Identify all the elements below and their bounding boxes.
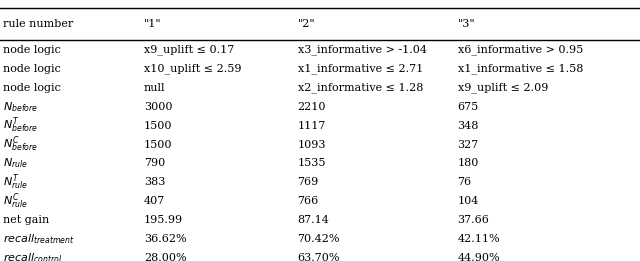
Text: 36.62%: 36.62% — [144, 234, 187, 244]
Text: node logic: node logic — [3, 64, 61, 74]
Text: 1117: 1117 — [298, 121, 326, 130]
Text: 3000: 3000 — [144, 102, 173, 112]
Text: 70.42%: 70.42% — [298, 234, 340, 244]
Text: 1500: 1500 — [144, 121, 173, 130]
Text: $N^T_{before}$: $N^T_{before}$ — [3, 116, 38, 135]
Text: 180: 180 — [458, 158, 479, 168]
Text: "3": "3" — [458, 19, 476, 29]
Text: x1_informative ≤ 1.58: x1_informative ≤ 1.58 — [458, 63, 583, 74]
Text: 1535: 1535 — [298, 158, 326, 168]
Text: 87.14: 87.14 — [298, 215, 330, 225]
Text: 327: 327 — [458, 140, 479, 150]
Text: x9_uplift ≤ 2.09: x9_uplift ≤ 2.09 — [458, 82, 548, 93]
Text: $N_{rule}$: $N_{rule}$ — [3, 157, 28, 170]
Text: $N^C_{rule}$: $N^C_{rule}$ — [3, 192, 28, 211]
Text: x9_uplift ≤ 0.17: x9_uplift ≤ 0.17 — [144, 45, 234, 55]
Text: x3_informative > -1.04: x3_informative > -1.04 — [298, 45, 427, 55]
Text: "1": "1" — [144, 19, 162, 29]
Text: x10_uplift ≤ 2.59: x10_uplift ≤ 2.59 — [144, 63, 241, 74]
Text: 348: 348 — [458, 121, 479, 130]
Text: 769: 769 — [298, 177, 319, 187]
Text: x1_informative ≤ 2.71: x1_informative ≤ 2.71 — [298, 63, 423, 74]
Text: $recall_{control}$: $recall_{control}$ — [3, 251, 63, 261]
Text: 63.70%: 63.70% — [298, 253, 340, 261]
Text: $N_{before}$: $N_{before}$ — [3, 100, 38, 114]
Text: $recall_{treatment}$: $recall_{treatment}$ — [3, 232, 75, 246]
Text: 1500: 1500 — [144, 140, 173, 150]
Text: 383: 383 — [144, 177, 165, 187]
Text: 790: 790 — [144, 158, 165, 168]
Text: 195.99: 195.99 — [144, 215, 183, 225]
Text: node logic: node logic — [3, 45, 61, 55]
Text: node logic: node logic — [3, 83, 61, 93]
Text: 42.11%: 42.11% — [458, 234, 500, 244]
Text: $N^T_{rule}$: $N^T_{rule}$ — [3, 173, 28, 192]
Text: x2_informative ≤ 1.28: x2_informative ≤ 1.28 — [298, 82, 423, 93]
Text: 44.90%: 44.90% — [458, 253, 500, 261]
Text: 675: 675 — [458, 102, 479, 112]
Text: net gain: net gain — [3, 215, 49, 225]
Text: 407: 407 — [144, 196, 165, 206]
Text: "2": "2" — [298, 19, 316, 29]
Text: $N^C_{before}$: $N^C_{before}$ — [3, 135, 38, 154]
Text: 1093: 1093 — [298, 140, 326, 150]
Text: 104: 104 — [458, 196, 479, 206]
Text: 2210: 2210 — [298, 102, 326, 112]
Text: 766: 766 — [298, 196, 319, 206]
Text: x6_informative > 0.95: x6_informative > 0.95 — [458, 45, 583, 55]
Text: 76: 76 — [458, 177, 472, 187]
Text: rule number: rule number — [3, 19, 74, 29]
Text: 28.00%: 28.00% — [144, 253, 187, 261]
Text: null: null — [144, 83, 166, 93]
Text: 37.66: 37.66 — [458, 215, 490, 225]
